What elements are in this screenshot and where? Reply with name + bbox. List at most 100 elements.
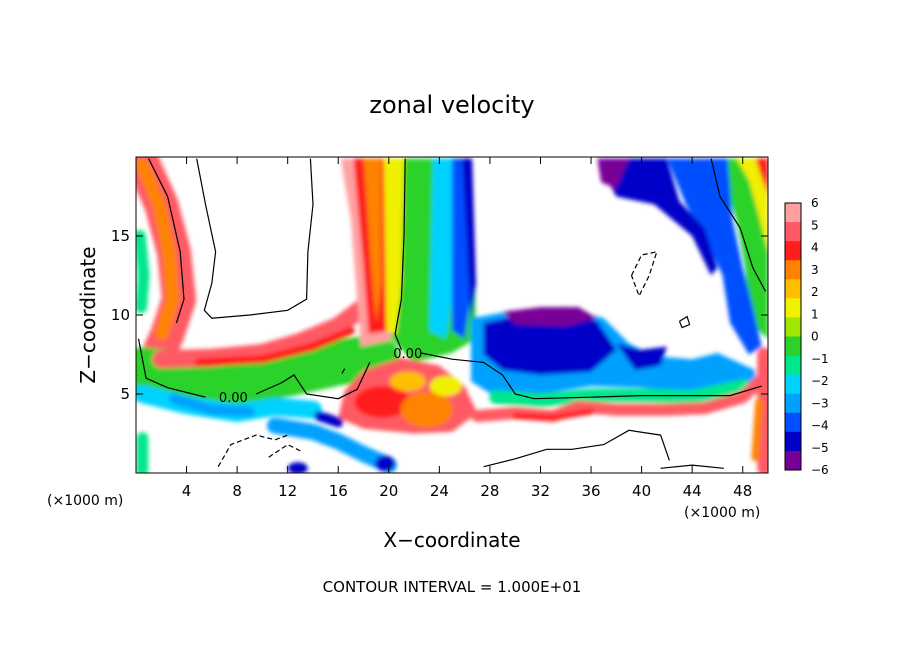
colorbar-frame bbox=[784, 202, 802, 471]
field-region bbox=[136, 334, 400, 405]
contour-line bbox=[137, 338, 206, 398]
x-tick-label: 4 bbox=[182, 482, 192, 500]
colorbar-band bbox=[785, 393, 801, 414]
colorbar-label: −2 bbox=[811, 374, 829, 388]
colorbar-band bbox=[785, 431, 801, 452]
colorbar-band bbox=[785, 317, 801, 337]
field-region bbox=[512, 408, 594, 421]
contour-line bbox=[341, 368, 346, 374]
velocity-field bbox=[136, 157, 768, 473]
field-region bbox=[666, 158, 762, 355]
contour-line bbox=[217, 434, 288, 467]
colorbar-band bbox=[785, 241, 801, 261]
x-axis-ticks: 4 8 12 16 20 24 28 32 36 40 44 48 bbox=[182, 157, 752, 500]
field-region bbox=[152, 298, 373, 369]
x-tick-label: 40 bbox=[632, 482, 651, 500]
field-region bbox=[751, 397, 764, 462]
colorbar-label: −4 bbox=[811, 419, 829, 433]
field-region bbox=[389, 371, 426, 392]
colorbar-band bbox=[785, 298, 801, 318]
field-region bbox=[354, 385, 411, 418]
colorbar-label: 4 bbox=[811, 241, 819, 255]
x-tick-label: 16 bbox=[329, 482, 348, 500]
field-region bbox=[136, 157, 180, 341]
contour-line bbox=[196, 158, 314, 319]
colorbar-label: 6 bbox=[811, 196, 819, 210]
field-region bbox=[717, 158, 768, 339]
field-region bbox=[462, 158, 476, 323]
x-tick-label: 24 bbox=[430, 482, 449, 500]
field-region bbox=[736, 158, 768, 252]
contour-line bbox=[394, 158, 406, 351]
x-tick-label: 28 bbox=[480, 482, 499, 500]
contour-line bbox=[483, 429, 670, 468]
colorbar-label: 3 bbox=[811, 263, 819, 277]
y-tick-label: 10 bbox=[111, 306, 130, 324]
y-axis-label: Z−coordinate bbox=[76, 246, 100, 383]
contour-line bbox=[660, 464, 724, 469]
x-axis-label: X−coordinate bbox=[383, 528, 520, 552]
colorbar: 6 5 4 3 2 1 0 −1 −2 −3 −4 −5 −6 bbox=[784, 196, 829, 477]
contour-label: 0.00 bbox=[219, 391, 248, 406]
colorbar-band bbox=[785, 374, 801, 395]
field-region bbox=[502, 307, 598, 327]
field-region bbox=[314, 411, 344, 428]
field-region bbox=[755, 158, 768, 197]
field-region bbox=[383, 158, 404, 334]
y-tick-label: 5 bbox=[120, 385, 130, 403]
field-region bbox=[287, 462, 308, 473]
field-region bbox=[597, 158, 629, 189]
colorbar-band bbox=[785, 203, 801, 223]
x-tick-label: 32 bbox=[531, 482, 550, 500]
contour-line bbox=[420, 352, 762, 400]
y-axis-ticks: 5 10 15 bbox=[111, 227, 768, 403]
contour-lines bbox=[137, 158, 767, 469]
colorbar-band bbox=[785, 260, 801, 280]
contour-line bbox=[678, 315, 691, 329]
contour-interval-note: CONTOUR INTERVAL = 1.000E+01 bbox=[323, 578, 582, 596]
plot-area bbox=[136, 157, 768, 473]
contour-line bbox=[148, 158, 185, 324]
colorbar-label: 5 bbox=[811, 218, 819, 232]
field-region bbox=[375, 455, 396, 472]
colorbar-label: −5 bbox=[811, 441, 829, 455]
x-unit-left: (×1000 m) bbox=[47, 493, 123, 509]
field-region bbox=[616, 343, 667, 371]
x-tick-label: 36 bbox=[581, 482, 600, 500]
field-region bbox=[483, 310, 617, 375]
colorbar-band bbox=[785, 222, 801, 242]
x-tick-label: 48 bbox=[733, 482, 752, 500]
colorbar-band bbox=[785, 450, 801, 471]
colorbar-band bbox=[785, 336, 801, 357]
contour-line bbox=[268, 443, 301, 458]
contour-labels: 0.00 0.00 bbox=[219, 347, 422, 406]
colorbar-band bbox=[785, 279, 801, 299]
x-tick-label: 20 bbox=[379, 482, 398, 500]
field-region bbox=[168, 393, 255, 417]
colorbar-label: −6 bbox=[811, 463, 829, 477]
chart-title: zonal velocity bbox=[369, 91, 534, 119]
colorbar-label: 0 bbox=[811, 330, 819, 344]
colorbar-band bbox=[785, 412, 801, 433]
contour-line bbox=[255, 362, 371, 400]
field-region bbox=[363, 158, 382, 323]
field-region bbox=[429, 376, 462, 397]
field-region bbox=[136, 230, 150, 314]
colorbar-label: 1 bbox=[811, 307, 819, 321]
colorbar-band bbox=[785, 355, 801, 376]
colorbar-label: −1 bbox=[811, 352, 829, 366]
colorbar-label: −3 bbox=[811, 396, 829, 410]
field-region bbox=[267, 417, 397, 473]
contour-label: 0.00 bbox=[393, 347, 422, 362]
x-tick-label: 44 bbox=[683, 482, 702, 500]
y-tick-label: 15 bbox=[111, 227, 130, 245]
colorbar-label: 2 bbox=[811, 285, 819, 299]
field-region bbox=[429, 158, 455, 339]
x-tick-label: 8 bbox=[232, 482, 242, 500]
contour-line bbox=[710, 158, 767, 292]
x-tick-label: 12 bbox=[278, 482, 297, 500]
field-region bbox=[195, 326, 355, 367]
field-region bbox=[400, 391, 453, 428]
contour-line bbox=[630, 251, 658, 298]
